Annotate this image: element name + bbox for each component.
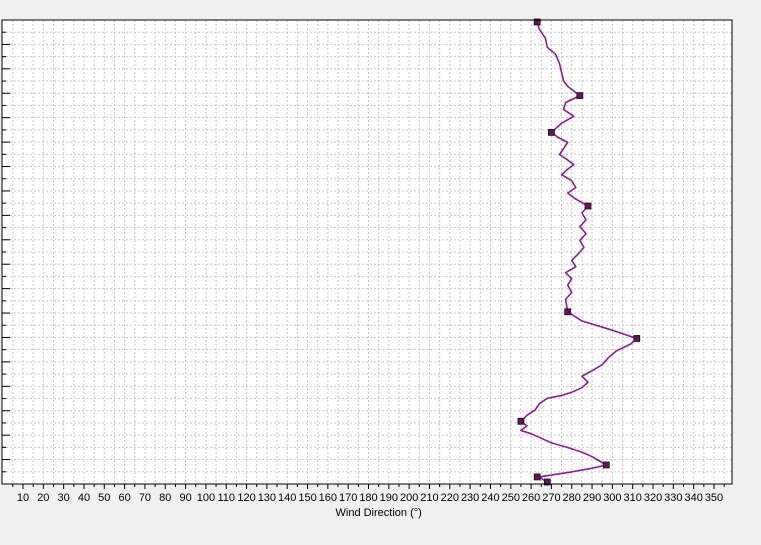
x-tick-label: 40 <box>78 492 90 504</box>
x-tick-label: 290 <box>583 492 601 504</box>
data-marker <box>543 478 551 486</box>
series-line <box>520 21 638 483</box>
x-tick-label: 190 <box>380 492 398 504</box>
x-tick-label: 340 <box>684 492 702 504</box>
x-tick-label: 180 <box>359 492 377 504</box>
data-marker <box>533 473 541 481</box>
y-axis-ticks <box>2 31 10 473</box>
x-tick-label: 210 <box>420 492 438 504</box>
x-tick-label: 240 <box>481 492 499 504</box>
x-tick-label: 220 <box>441 492 459 504</box>
x-tick-label: 20 <box>37 492 49 504</box>
x-tick-label: 170 <box>339 492 357 504</box>
data-marker <box>517 417 525 425</box>
x-axis-label: Wind Direction (°) <box>336 507 422 519</box>
x-tick-label: 250 <box>502 492 520 504</box>
data-marker <box>576 92 584 99</box>
x-tick-label: 120 <box>237 492 255 504</box>
data-marker <box>633 335 641 342</box>
x-tick-label: 90 <box>179 492 191 504</box>
x-tick-label: 100 <box>197 492 215 504</box>
x-tick-label: 320 <box>644 492 662 504</box>
x-tick-label: 30 <box>58 492 70 504</box>
x-tick-label: 60 <box>118 492 130 504</box>
x-tick-label: 110 <box>217 492 235 504</box>
x-tick-label: 150 <box>298 492 316 504</box>
x-tick-label: 200 <box>400 492 418 504</box>
x-tick-label: 130 <box>258 492 276 504</box>
x-axis-ticks <box>12 484 725 489</box>
x-tick-label: 70 <box>139 492 151 504</box>
x-tick-label: 350 <box>705 492 723 504</box>
x-axis-tick-labels: 10 20 30 40 50 60 70 80 90 100 110 120 130 140 150 160 1… <box>17 492 723 504</box>
x-tick-label: 310 <box>624 492 642 504</box>
plot-frame <box>1 19 733 485</box>
x-tick-label: 140 <box>278 492 296 504</box>
data-marker <box>533 18 541 26</box>
data-marker <box>564 308 572 316</box>
data-marker <box>584 202 592 210</box>
x-tick-label: 10 <box>17 492 29 504</box>
x-tick-label: 230 <box>461 492 479 504</box>
x-tick-label: 80 <box>159 492 171 504</box>
data-marker <box>548 128 555 136</box>
x-tick-label: 160 <box>319 492 337 504</box>
x-tick-label: 280 <box>563 492 581 504</box>
x-tick-label: 300 <box>603 492 621 504</box>
x-tick-label: 330 <box>664 492 682 504</box>
x-tick-label: 260 <box>522 492 540 504</box>
series-layer <box>517 18 641 486</box>
x-tick-label: 270 <box>542 492 560 504</box>
major-grid <box>2 31 732 473</box>
data-marker <box>602 461 610 469</box>
x-tick-label: 50 <box>98 492 110 504</box>
